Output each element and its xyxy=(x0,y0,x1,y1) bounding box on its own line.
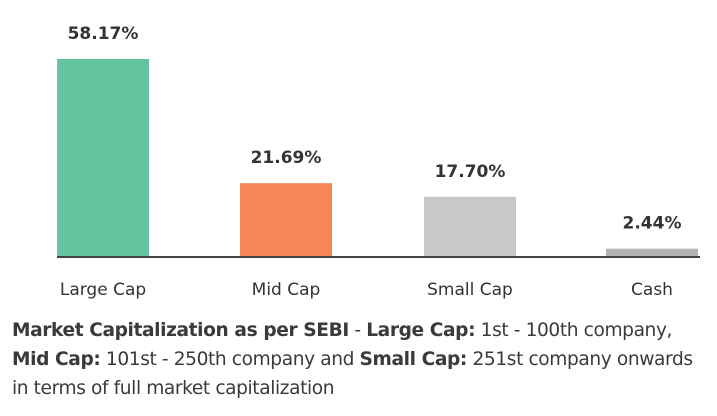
chart-caption: Market Capitalization as per SEBI - Larg… xyxy=(12,316,712,403)
data-label-mid-cap: 21.69% xyxy=(251,148,322,168)
category-label-large-cap: Large Cap xyxy=(60,280,146,300)
data-label-cash: 2.44% xyxy=(623,214,682,234)
caption-bold-text: Large Cap: xyxy=(366,320,476,341)
caption-text: 101st - 250th company and xyxy=(100,349,360,370)
bar-large-cap xyxy=(57,59,149,257)
caption-bold-text: Small Cap: xyxy=(359,349,468,370)
data-label-large-cap: 58.17% xyxy=(68,24,139,44)
caption-text: 251st company onwards in terms of full m… xyxy=(12,349,693,399)
data-label-small-cap: 17.70% xyxy=(435,162,506,182)
bars-group xyxy=(57,59,698,257)
caption-bold-text: Mid Cap: xyxy=(12,349,101,370)
bar-cash xyxy=(606,248,698,257)
labels-group: 58.17% Large Cap 21.69% Mid Cap 17.70% Small … xyxy=(60,24,682,300)
bar-small-cap xyxy=(424,196,516,257)
bar-mid-cap xyxy=(240,183,332,257)
caption-bold-text: Market Capitalization as per SEBI xyxy=(12,320,349,341)
market-cap-bar-chart: 58.17% Large Cap 21.69% Mid Cap 17.70% Small … xyxy=(57,24,700,300)
caption-text: - xyxy=(348,320,367,341)
category-label-cash: Cash xyxy=(631,280,673,300)
category-label-small-cap: Small Cap xyxy=(427,280,513,300)
category-label-mid-cap: Mid Cap xyxy=(252,280,321,300)
caption-text: 1st - 100th company, xyxy=(475,320,673,341)
